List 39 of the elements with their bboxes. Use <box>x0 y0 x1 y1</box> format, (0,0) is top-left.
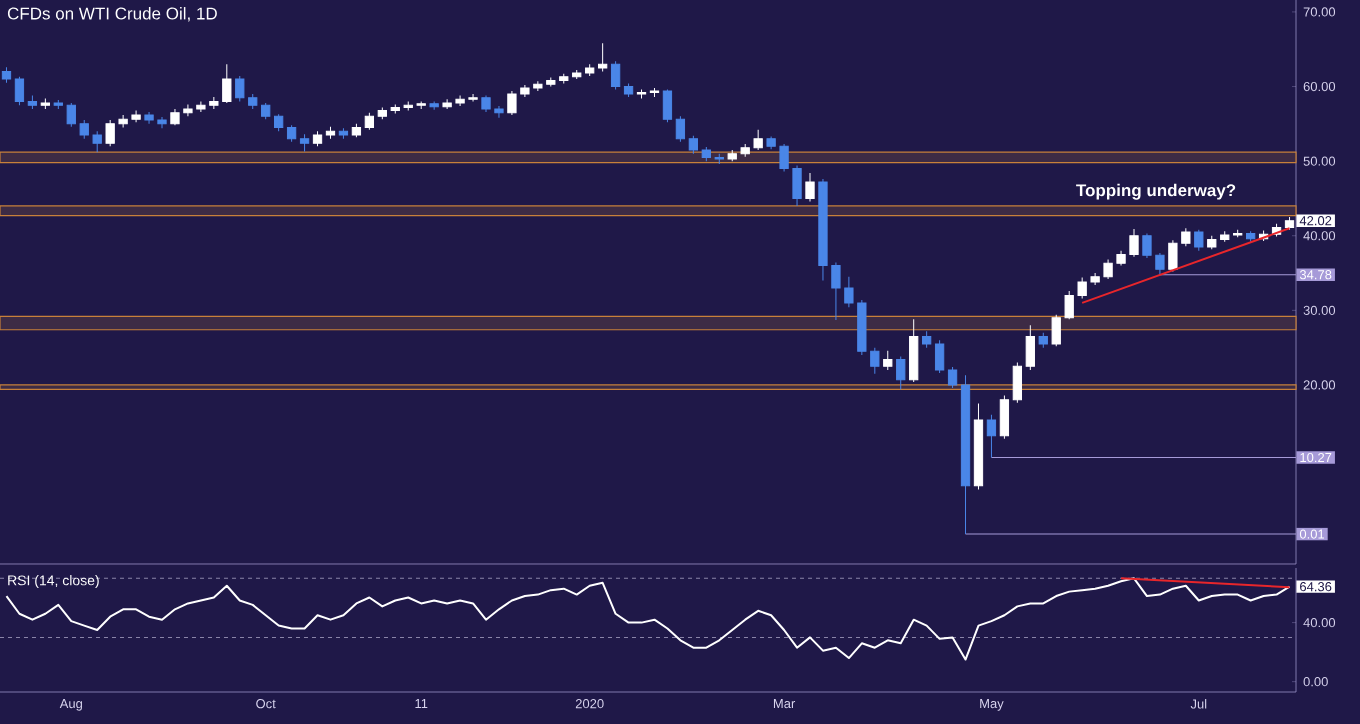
candlestick <box>947 366 958 389</box>
candlestick <box>351 123 362 138</box>
candlestick <box>312 130 323 147</box>
candlestick <box>338 127 349 140</box>
candlestick <box>597 42 608 73</box>
candlestick <box>286 124 297 143</box>
candlestick <box>999 394 1010 440</box>
candlestick <box>364 112 375 131</box>
candlestick <box>1194 229 1204 252</box>
candlestick <box>883 350 893 371</box>
candlestick <box>662 89 673 123</box>
candlestick <box>40 97 51 110</box>
candlestick <box>649 87 660 98</box>
candlestick <box>922 330 932 349</box>
candlestick <box>1 66 12 84</box>
candlestick <box>27 94 38 110</box>
candlestick <box>274 113 284 132</box>
annotation: Topping underway? <box>1076 183 1236 200</box>
candlestick <box>1025 324 1035 371</box>
candlestick <box>14 76 25 106</box>
candlestick <box>610 60 621 91</box>
chart-title: CFDs on WTI Crude Oil, 1D <box>7 7 217 22</box>
candlestick <box>675 115 686 143</box>
candlestick <box>325 126 336 140</box>
candlestick <box>688 135 699 155</box>
candlestick <box>934 339 945 374</box>
candlestick <box>973 403 984 490</box>
candlestick <box>623 83 634 98</box>
candlestick <box>960 374 971 535</box>
candlestick <box>299 133 310 152</box>
candlestick <box>1012 362 1023 404</box>
candlestick <box>1038 332 1048 349</box>
candlestick <box>986 414 997 459</box>
candlestick <box>909 318 919 383</box>
candlestick <box>1246 230 1256 243</box>
candlestick <box>636 89 647 99</box>
candlestick <box>429 100 439 111</box>
candlestick <box>805 172 815 202</box>
candlestick <box>896 356 906 390</box>
